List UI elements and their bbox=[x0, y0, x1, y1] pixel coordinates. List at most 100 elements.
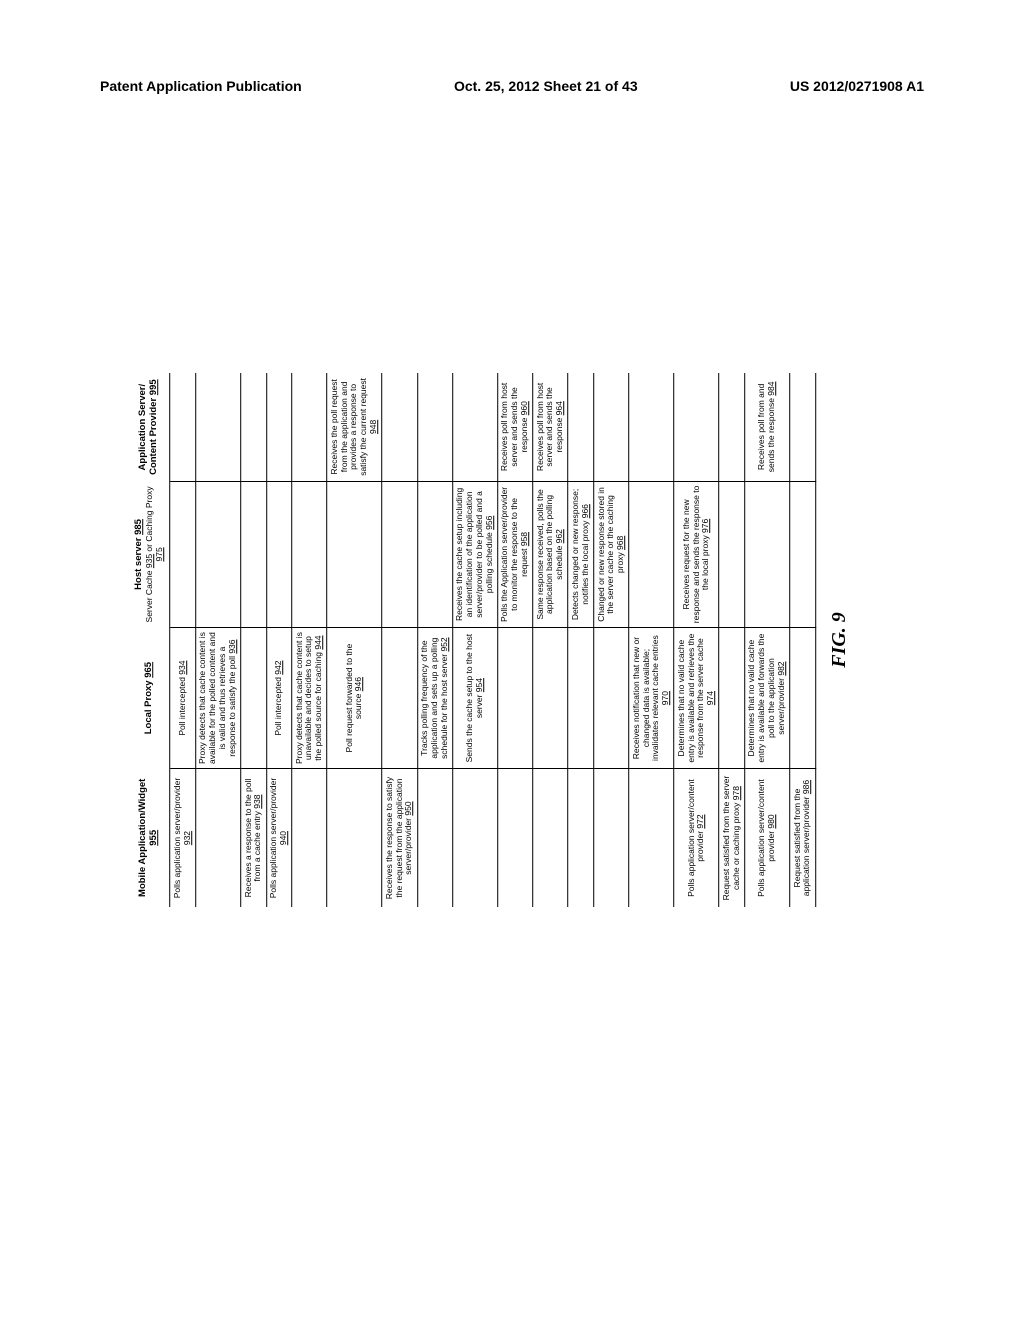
table-row: Polls the Application server/provider to… bbox=[498, 373, 533, 907]
table-cell bbox=[629, 769, 674, 907]
table-cell bbox=[453, 769, 498, 907]
figure-label: FIG. 9 bbox=[828, 373, 851, 907]
table-cell bbox=[594, 769, 629, 907]
table-header-row: Mobile Application/Widget 955 Local Prox… bbox=[129, 373, 170, 907]
table-cell bbox=[327, 481, 382, 627]
table-cell bbox=[292, 373, 327, 481]
figure-container: Mobile Application/Widget 955 Local Prox… bbox=[129, 373, 851, 907]
table-cell: Changed or new response stored in the se… bbox=[594, 481, 629, 627]
table-row: Receives the response to satisfy the req… bbox=[382, 373, 417, 907]
table-cell: Tracks polling frequency of the applicat… bbox=[417, 628, 452, 769]
table-cell bbox=[533, 628, 568, 769]
table-cell: Receives poll from host server and sends… bbox=[533, 373, 568, 481]
header-left: Patent Application Publication bbox=[100, 78, 302, 94]
table-cell: Polls application server/provider 932 bbox=[170, 769, 196, 907]
table-cell bbox=[196, 481, 241, 627]
table-cell bbox=[196, 769, 241, 907]
header-center: Oct. 25, 2012 Sheet 21 of 43 bbox=[454, 78, 638, 94]
table-row: Proxy detects that cache content is avai… bbox=[196, 373, 241, 907]
table-cell bbox=[292, 481, 327, 627]
table-cell bbox=[170, 481, 196, 627]
table-cell bbox=[498, 769, 533, 907]
table-cell: Proxy detects that cache content is unav… bbox=[292, 628, 327, 769]
table-cell bbox=[417, 373, 452, 481]
table-cell: Polls application server/content provide… bbox=[674, 769, 719, 907]
table-cell bbox=[382, 373, 417, 481]
table-row: Proxy detects that cache content is unav… bbox=[292, 373, 327, 907]
table-cell: Same response received, polls the applic… bbox=[533, 481, 568, 627]
table-cell bbox=[170, 373, 196, 481]
table-cell bbox=[594, 628, 629, 769]
table-cell bbox=[266, 481, 292, 627]
table-cell bbox=[719, 373, 745, 481]
page-header: Patent Application Publication Oct. 25, … bbox=[0, 78, 1024, 94]
table-row: Same response received, polls the applic… bbox=[533, 373, 568, 907]
table-cell: Polls the Application server/provider to… bbox=[498, 481, 533, 627]
table-row: Changed or new response stored in the se… bbox=[594, 373, 629, 907]
table-cell: Receives a response to the poll from a c… bbox=[241, 769, 267, 907]
table-cell bbox=[790, 628, 816, 769]
table-cell: Sends the cache setup to the host server… bbox=[453, 628, 498, 769]
table-row: Request satisfied from the application s… bbox=[790, 373, 816, 907]
table-cell: Receives notification that new or change… bbox=[629, 628, 674, 769]
table-cell: Receives poll from and sends the respons… bbox=[745, 373, 790, 481]
table-cell: Request satisfied from the application s… bbox=[790, 769, 816, 907]
table-cell bbox=[790, 481, 816, 627]
table-cell bbox=[719, 481, 745, 627]
table-row: Polls application server/content provide… bbox=[674, 373, 719, 907]
table-row: Polls application server/provider 932Pol… bbox=[170, 373, 196, 907]
col-header-3: Application Server/Content Provider 995 bbox=[129, 373, 170, 481]
table-cell bbox=[674, 373, 719, 481]
table-row: Receives a response to the poll from a c… bbox=[241, 373, 267, 907]
table-cell bbox=[417, 481, 452, 627]
table-cell: Polls application server/content provide… bbox=[745, 769, 790, 907]
table-cell: Poll request forwarded to the source 946 bbox=[327, 628, 382, 769]
table-cell: Polls application server/provider 940 bbox=[266, 769, 292, 907]
table-cell bbox=[196, 373, 241, 481]
col-header-1: Local Proxy 965 bbox=[129, 628, 170, 769]
table-cell: Poll intercepted 942 bbox=[266, 628, 292, 769]
table-cell bbox=[498, 628, 533, 769]
table-cell bbox=[790, 373, 816, 481]
table-cell bbox=[382, 628, 417, 769]
table-cell: Receives the cache setup including an id… bbox=[453, 481, 498, 627]
table-row: Tracks polling frequency of the applicat… bbox=[417, 373, 452, 907]
table-cell: Detects changed or new response; notifie… bbox=[568, 481, 594, 627]
table-cell bbox=[241, 373, 267, 481]
table-cell: Receives the poll request from the appli… bbox=[327, 373, 382, 481]
table-cell: Poll intercepted 934 bbox=[170, 628, 196, 769]
table-cell bbox=[568, 373, 594, 481]
table-body: Polls application server/provider 932Pol… bbox=[170, 373, 815, 907]
table-cell bbox=[629, 481, 674, 627]
flow-table: Mobile Application/Widget 955 Local Prox… bbox=[129, 373, 816, 907]
table-cell bbox=[327, 769, 382, 907]
table-cell bbox=[629, 373, 674, 481]
table-row: Polls application server/provider 940Pol… bbox=[266, 373, 292, 907]
table-cell: Determines that no valid cache entry is … bbox=[674, 628, 719, 769]
table-row: Poll request forwarded to the source 946… bbox=[327, 373, 382, 907]
table-cell bbox=[241, 628, 267, 769]
table-row: Sends the cache setup to the host server… bbox=[453, 373, 498, 907]
table-cell: Receives the response to satisfy the req… bbox=[382, 769, 417, 907]
table-cell: Receives poll from host server and sends… bbox=[498, 373, 533, 481]
header-right: US 2012/0271908 A1 bbox=[790, 78, 924, 94]
table-cell bbox=[241, 481, 267, 627]
table-cell bbox=[453, 373, 498, 481]
table-row: Receives notification that new or change… bbox=[629, 373, 674, 907]
table-cell: Proxy detects that cache content is avai… bbox=[196, 628, 241, 769]
col-header-0: Mobile Application/Widget 955 bbox=[129, 769, 170, 907]
col-header-2: Host server 985Server Cache 935 or Cachi… bbox=[129, 481, 170, 627]
table-cell bbox=[533, 769, 568, 907]
table-cell: Receives request for the new response an… bbox=[674, 481, 719, 627]
table-row: Detects changed or new response; notifie… bbox=[568, 373, 594, 907]
table-cell: Request satisfied from the server cache … bbox=[719, 769, 745, 907]
table-row: Request satisfied from the server cache … bbox=[719, 373, 745, 907]
table-cell bbox=[266, 373, 292, 481]
table-cell bbox=[417, 769, 452, 907]
table-row: Polls application server/content provide… bbox=[745, 373, 790, 907]
table-cell bbox=[382, 481, 417, 627]
table-cell: Determines that no valid cache entry is … bbox=[745, 628, 790, 769]
table-cell bbox=[745, 481, 790, 627]
table-cell bbox=[292, 769, 327, 907]
table-cell bbox=[719, 628, 745, 769]
